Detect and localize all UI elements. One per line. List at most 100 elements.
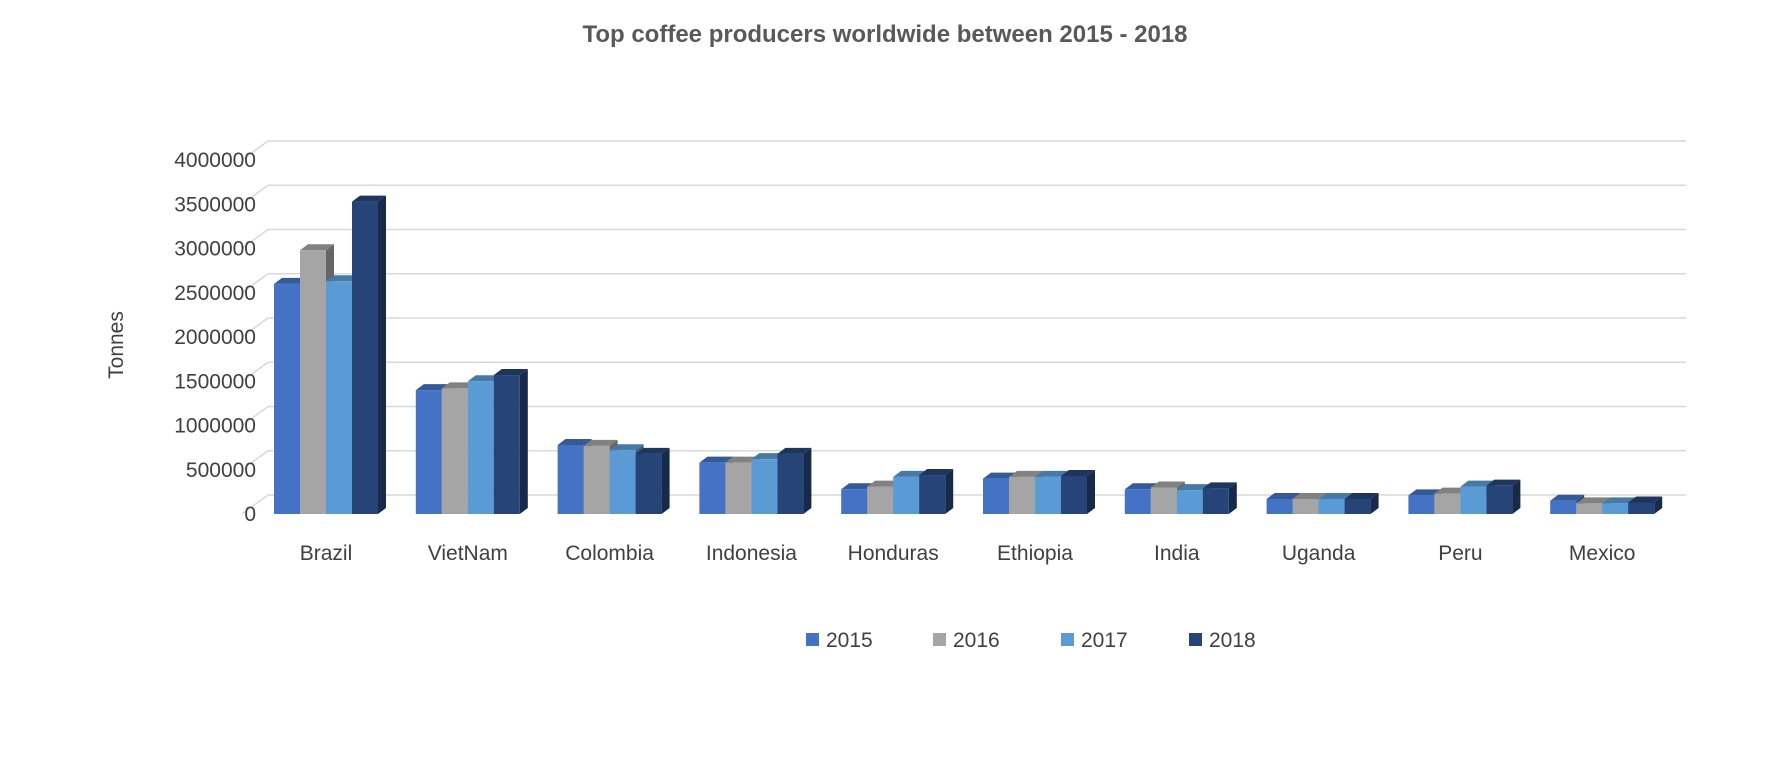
- legend-swatch: [933, 633, 946, 646]
- bar-front: [274, 283, 300, 514]
- category-label: India: [1154, 542, 1200, 565]
- bar-side: [1228, 482, 1237, 514]
- bar-front: [1434, 493, 1461, 514]
- legend-swatch: [1189, 633, 1202, 646]
- bar-top: [1344, 492, 1379, 499]
- bar-top: [841, 483, 876, 490]
- category-label: Honduras: [848, 542, 939, 565]
- bar-side: [1370, 492, 1379, 514]
- bar-top: [583, 439, 618, 446]
- bar-side: [1087, 469, 1095, 514]
- bar-top: [1318, 492, 1353, 499]
- bars: [274, 195, 1663, 514]
- legend: 2015 2016 2017 2018: [806, 629, 1256, 652]
- bar-front: [1150, 487, 1177, 514]
- bar-front: [1318, 498, 1345, 514]
- bar-side: [661, 447, 670, 514]
- gridline-depth: [241, 273, 269, 294]
- bar: [919, 469, 954, 514]
- category-label: Colombia: [565, 542, 654, 565]
- bar-top: [1202, 482, 1237, 489]
- bar-front: [841, 489, 868, 514]
- bar-top: [699, 456, 734, 463]
- bar-top: [635, 447, 670, 454]
- bar-top: [983, 472, 1017, 479]
- bar-front: [1460, 486, 1487, 514]
- bar-top: [867, 480, 902, 487]
- y-tick-label: 3500000: [174, 193, 256, 216]
- bar-top: [300, 244, 334, 251]
- y-tick-label: 500000: [186, 459, 256, 482]
- bar-top: [1486, 479, 1521, 486]
- category-label: Ethiopia: [997, 542, 1073, 565]
- bar-front: [1266, 498, 1293, 514]
- bar: [777, 447, 812, 514]
- bar-top: [415, 384, 450, 391]
- bar-top: [1009, 470, 1043, 477]
- bar-side: [803, 447, 812, 514]
- x-axis-categories: Brazil VietNam Colombia Indonesia Honduras Et…: [300, 542, 1636, 565]
- y-axis-label: Tonnes: [105, 311, 128, 379]
- category-label: Brazil: [300, 542, 353, 565]
- bar-top: [352, 195, 386, 202]
- legend-label: 2015: [826, 629, 873, 652]
- bar-top: [1266, 492, 1301, 499]
- bar-top: [609, 444, 644, 451]
- bar-front: [1576, 503, 1603, 514]
- bar-front: [609, 450, 636, 514]
- bar-front: [919, 475, 946, 514]
- legend-item: 2015: [806, 629, 873, 652]
- bar: [1628, 496, 1663, 514]
- bar-side: [1654, 496, 1663, 514]
- bar-front: [983, 478, 1009, 514]
- gridline-depth: [241, 450, 269, 471]
- category-label: Peru: [1438, 542, 1482, 565]
- bar-front: [1628, 502, 1655, 514]
- category-label: VietNam: [428, 542, 508, 565]
- gridline-depth: [241, 184, 269, 205]
- category-label: Uganda: [1282, 542, 1356, 565]
- bar-front: [326, 281, 352, 514]
- bar-front: [1408, 495, 1435, 514]
- bar-top: [919, 469, 954, 476]
- gridline-depth: [241, 405, 269, 427]
- bar-top: [557, 438, 592, 445]
- category-label: Mexico: [1569, 542, 1636, 565]
- bar-front: [493, 375, 520, 514]
- bar-top: [1628, 496, 1663, 503]
- bar-front: [751, 459, 778, 514]
- bar-top: [1061, 469, 1095, 476]
- bar-top: [1550, 494, 1585, 501]
- bar-top: [893, 470, 928, 477]
- y-tick-label: 4000000: [174, 149, 256, 172]
- bar-front: [300, 250, 326, 514]
- bar-front: [352, 201, 378, 514]
- y-tick-label: 0: [244, 503, 256, 526]
- gridline-depth: [241, 361, 269, 382]
- bar: [1061, 469, 1095, 514]
- y-axis-ticks: 0 500000 1000000 1500000 2000000 2500000 30000…: [174, 149, 256, 526]
- legend-swatch: [1061, 633, 1074, 646]
- bar-top: [1035, 470, 1069, 477]
- bar-front: [1602, 503, 1629, 514]
- gridline-depth: [241, 228, 269, 250]
- legend-item: 2018: [1189, 629, 1256, 652]
- gridline-depth: [241, 494, 269, 515]
- bar-top: [1150, 481, 1185, 488]
- y-tick-label: 2000000: [174, 326, 256, 349]
- bar-front: [467, 381, 494, 514]
- bar-top: [725, 456, 760, 463]
- legend-item: 2017: [1061, 629, 1128, 652]
- bar-front: [1202, 488, 1229, 514]
- bar-top: [751, 453, 786, 460]
- chart-title: Top coffee producers worldwide between 2…: [582, 21, 1187, 48]
- bar: [352, 195, 386, 514]
- bar-front: [1344, 498, 1371, 514]
- bar-side: [519, 369, 528, 514]
- bar-front: [699, 462, 726, 514]
- bar: [1344, 492, 1379, 514]
- bar-top: [1124, 483, 1159, 490]
- bar-front: [893, 476, 920, 514]
- bar-top: [326, 275, 360, 282]
